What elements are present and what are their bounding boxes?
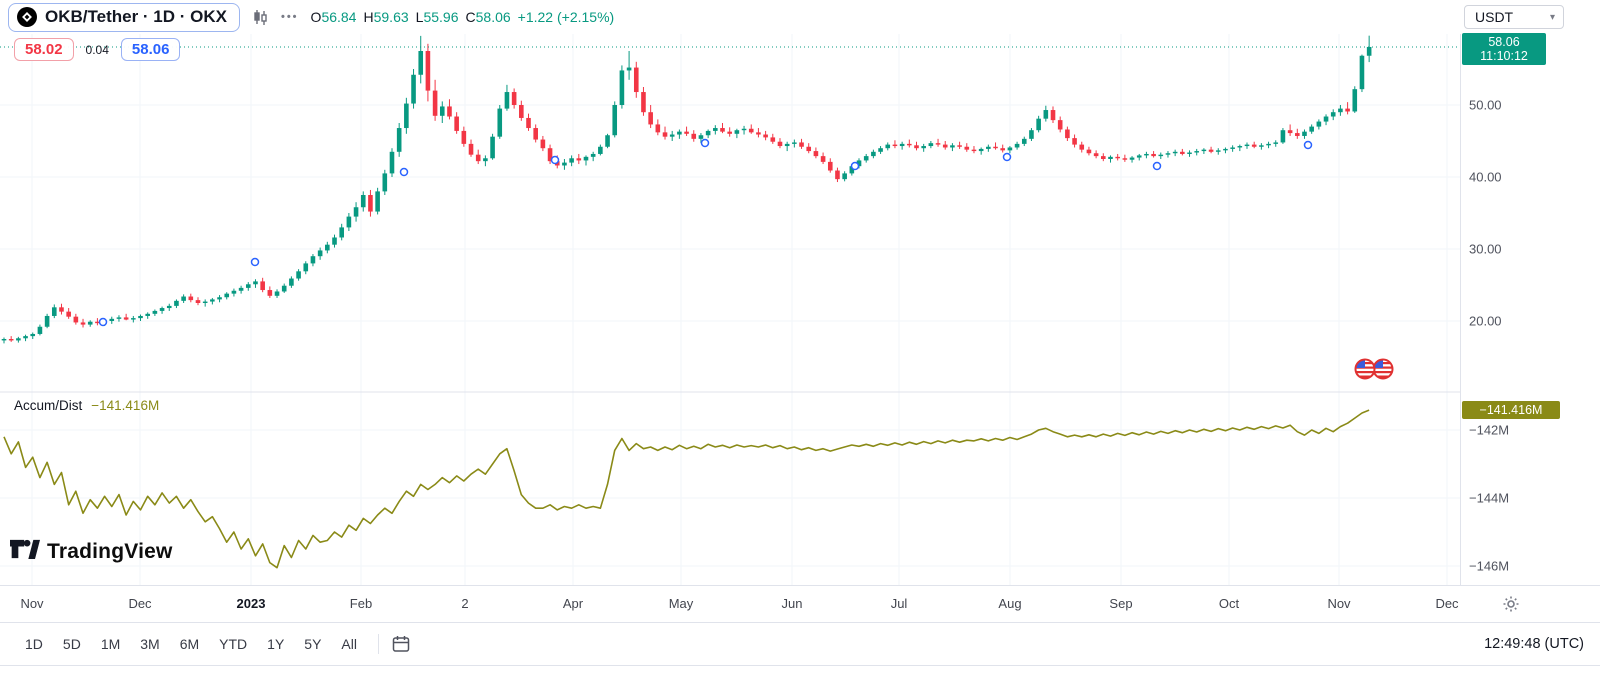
range-button-3m[interactable]: 3M [140,636,160,652]
gear-icon[interactable] [1502,595,1520,618]
symbol-title: OKB/Tether · 1D · OKX [45,7,227,26]
chevron-down-icon: ▾ [1549,11,1555,23]
ohlc-readout: O56.84 H59.63 L55.96 C58.06 +1.22 (+2.15… [311,9,615,25]
bar-countdown: 11:10:12 [1480,49,1528,63]
toolbar-divider [377,634,379,654]
tradingview-logo-icon [10,536,40,567]
range-button-1y[interactable]: 1Y [267,636,285,652]
time-axis[interactable]: Nov Dec 2023 Feb 2 Apr May Jun Jul Aug Sep Oct Nov De… [0,585,1600,623]
time-axis-label: May [668,596,694,611]
close-label: C [465,9,476,25]
low-value: 55.96 [423,9,459,25]
current-price-value: 58.06 [1488,35,1520,49]
range-button-all[interactable]: All [341,636,357,652]
currency-label: USDT [1475,9,1514,25]
time-axis-label: 2023 [236,596,266,611]
buy-button[interactable]: 58.06 [120,38,181,61]
range-button-1m[interactable]: 1M [100,636,121,652]
indicator-legend[interactable]: Accum/Dist −141.416M [14,398,159,413]
go-to-date-button[interactable] [391,634,411,654]
range-button-ytd[interactable]: YTD [219,636,248,652]
low-label: L [415,9,424,25]
time-axis-label: Nov [1327,596,1351,611]
price-axis[interactable]: 50.00 40.00 30.00 20.00 −142M −144M −146M [1460,0,1600,622]
sell-button[interactable]: 58.02 [14,38,74,61]
symbol-search-button[interactable]: OKB/Tether · 1D · OKX [8,2,240,32]
indicator-value: −141.416M [91,398,160,413]
time-axis-label: Jun [781,596,803,611]
ad-axis-tick: −144M [1469,490,1510,506]
watermark-text: TradingView [47,539,173,563]
time-axis-label: Dec [1435,596,1459,611]
time-axis-label: Jul [890,596,908,611]
time-axis-label: Dec [128,596,152,611]
chart-canvas[interactable] [0,0,1460,585]
time-axis-label: Aug [998,596,1022,611]
chart-header: OKB/Tether · 1D · OKX ••• O56.84 H59.63 … [0,0,1600,34]
indicator-value-tag: −141.416M [1462,401,1560,419]
time-axis-label: Feb [349,596,373,611]
ad-axis-tick: −142M [1469,422,1510,438]
price-axis-tick: 30.00 [1469,241,1502,257]
price-axis-tick: 40.00 [1469,169,1502,185]
tradingview-watermark[interactable]: TradingView [10,536,173,567]
chart-type-icon[interactable] [252,9,269,26]
open-value: 56.84 [321,9,357,25]
time-axis-label: Nov [20,596,44,611]
more-options-button[interactable]: ••• [280,11,299,23]
time-axis-label: Oct [1218,596,1240,611]
change-value: +1.22 (+2.15%) [517,9,615,25]
range-button-5y[interactable]: 5Y [304,636,322,652]
price-axis-tick: 20.00 [1469,313,1502,329]
indicator-name: Accum/Dist [14,398,83,413]
timezone-clock[interactable]: 12:49:48 (UTC) [1484,636,1584,652]
current-price-tag: 58.06 11:10:12 [1462,33,1546,65]
currency-selector[interactable]: USDT ▾ [1464,5,1564,29]
time-axis-label: 2 [461,596,469,611]
high-value: 59.63 [373,9,409,25]
range-button-6m[interactable]: 6M [179,636,200,652]
time-axis-label: Apr [562,596,584,611]
price-axis-tick: 50.00 [1469,97,1502,113]
range-button-1d[interactable]: 1D [25,636,43,652]
okb-logo-icon [17,7,37,27]
range-button-5d[interactable]: 5D [62,636,81,652]
ad-axis-tick: −146M [1469,558,1510,574]
spread-label: 0.04 [85,42,109,57]
bottom-toolbar: 1D 5D 1M 3M 6M YTD 1Y 5Y All 12:49:48 (UTC) [0,622,1600,666]
high-label: H [363,9,374,25]
time-axis-label: Sep [1109,596,1133,611]
open-label: O [310,9,322,25]
close-value: 58.06 [475,9,511,25]
trade-widget: 58.02 0.04 58.06 [14,38,181,61]
